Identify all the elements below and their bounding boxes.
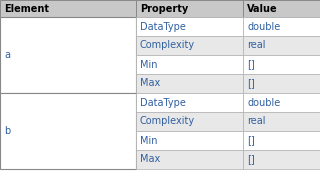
- Text: DataType: DataType: [140, 22, 186, 31]
- Bar: [136, 131, 243, 150]
- Bar: [0, 93, 136, 169]
- Text: []: []: [247, 135, 255, 146]
- Bar: [136, 74, 243, 93]
- Text: Max: Max: [140, 155, 160, 165]
- Text: Value: Value: [247, 3, 278, 14]
- Text: double: double: [247, 97, 280, 108]
- Bar: [243, 55, 320, 74]
- Text: Complexity: Complexity: [140, 116, 195, 127]
- Text: real: real: [247, 41, 266, 50]
- Text: double: double: [247, 22, 280, 31]
- Bar: [243, 150, 320, 169]
- Text: []: []: [247, 78, 255, 89]
- Text: Element: Element: [4, 3, 49, 14]
- Bar: [243, 112, 320, 131]
- Text: []: []: [247, 60, 255, 69]
- Bar: [136, 0, 243, 17]
- Text: Min: Min: [140, 60, 157, 69]
- Bar: [243, 17, 320, 36]
- Text: Min: Min: [140, 135, 157, 146]
- Bar: [243, 0, 320, 17]
- Bar: [136, 55, 243, 74]
- Bar: [136, 17, 243, 36]
- Bar: [136, 112, 243, 131]
- Bar: [243, 74, 320, 93]
- Bar: [136, 93, 243, 112]
- Bar: [0, 17, 136, 93]
- Text: []: []: [247, 155, 255, 165]
- Text: DataType: DataType: [140, 97, 186, 108]
- Bar: [136, 150, 243, 169]
- Text: b: b: [4, 126, 10, 136]
- Text: a: a: [4, 50, 10, 60]
- Bar: [243, 131, 320, 150]
- Text: Property: Property: [140, 3, 188, 14]
- Text: real: real: [247, 116, 266, 127]
- Text: Complexity: Complexity: [140, 41, 195, 50]
- Text: Max: Max: [140, 78, 160, 89]
- Bar: [243, 36, 320, 55]
- Bar: [243, 93, 320, 112]
- Bar: [0, 0, 136, 17]
- Bar: [136, 36, 243, 55]
